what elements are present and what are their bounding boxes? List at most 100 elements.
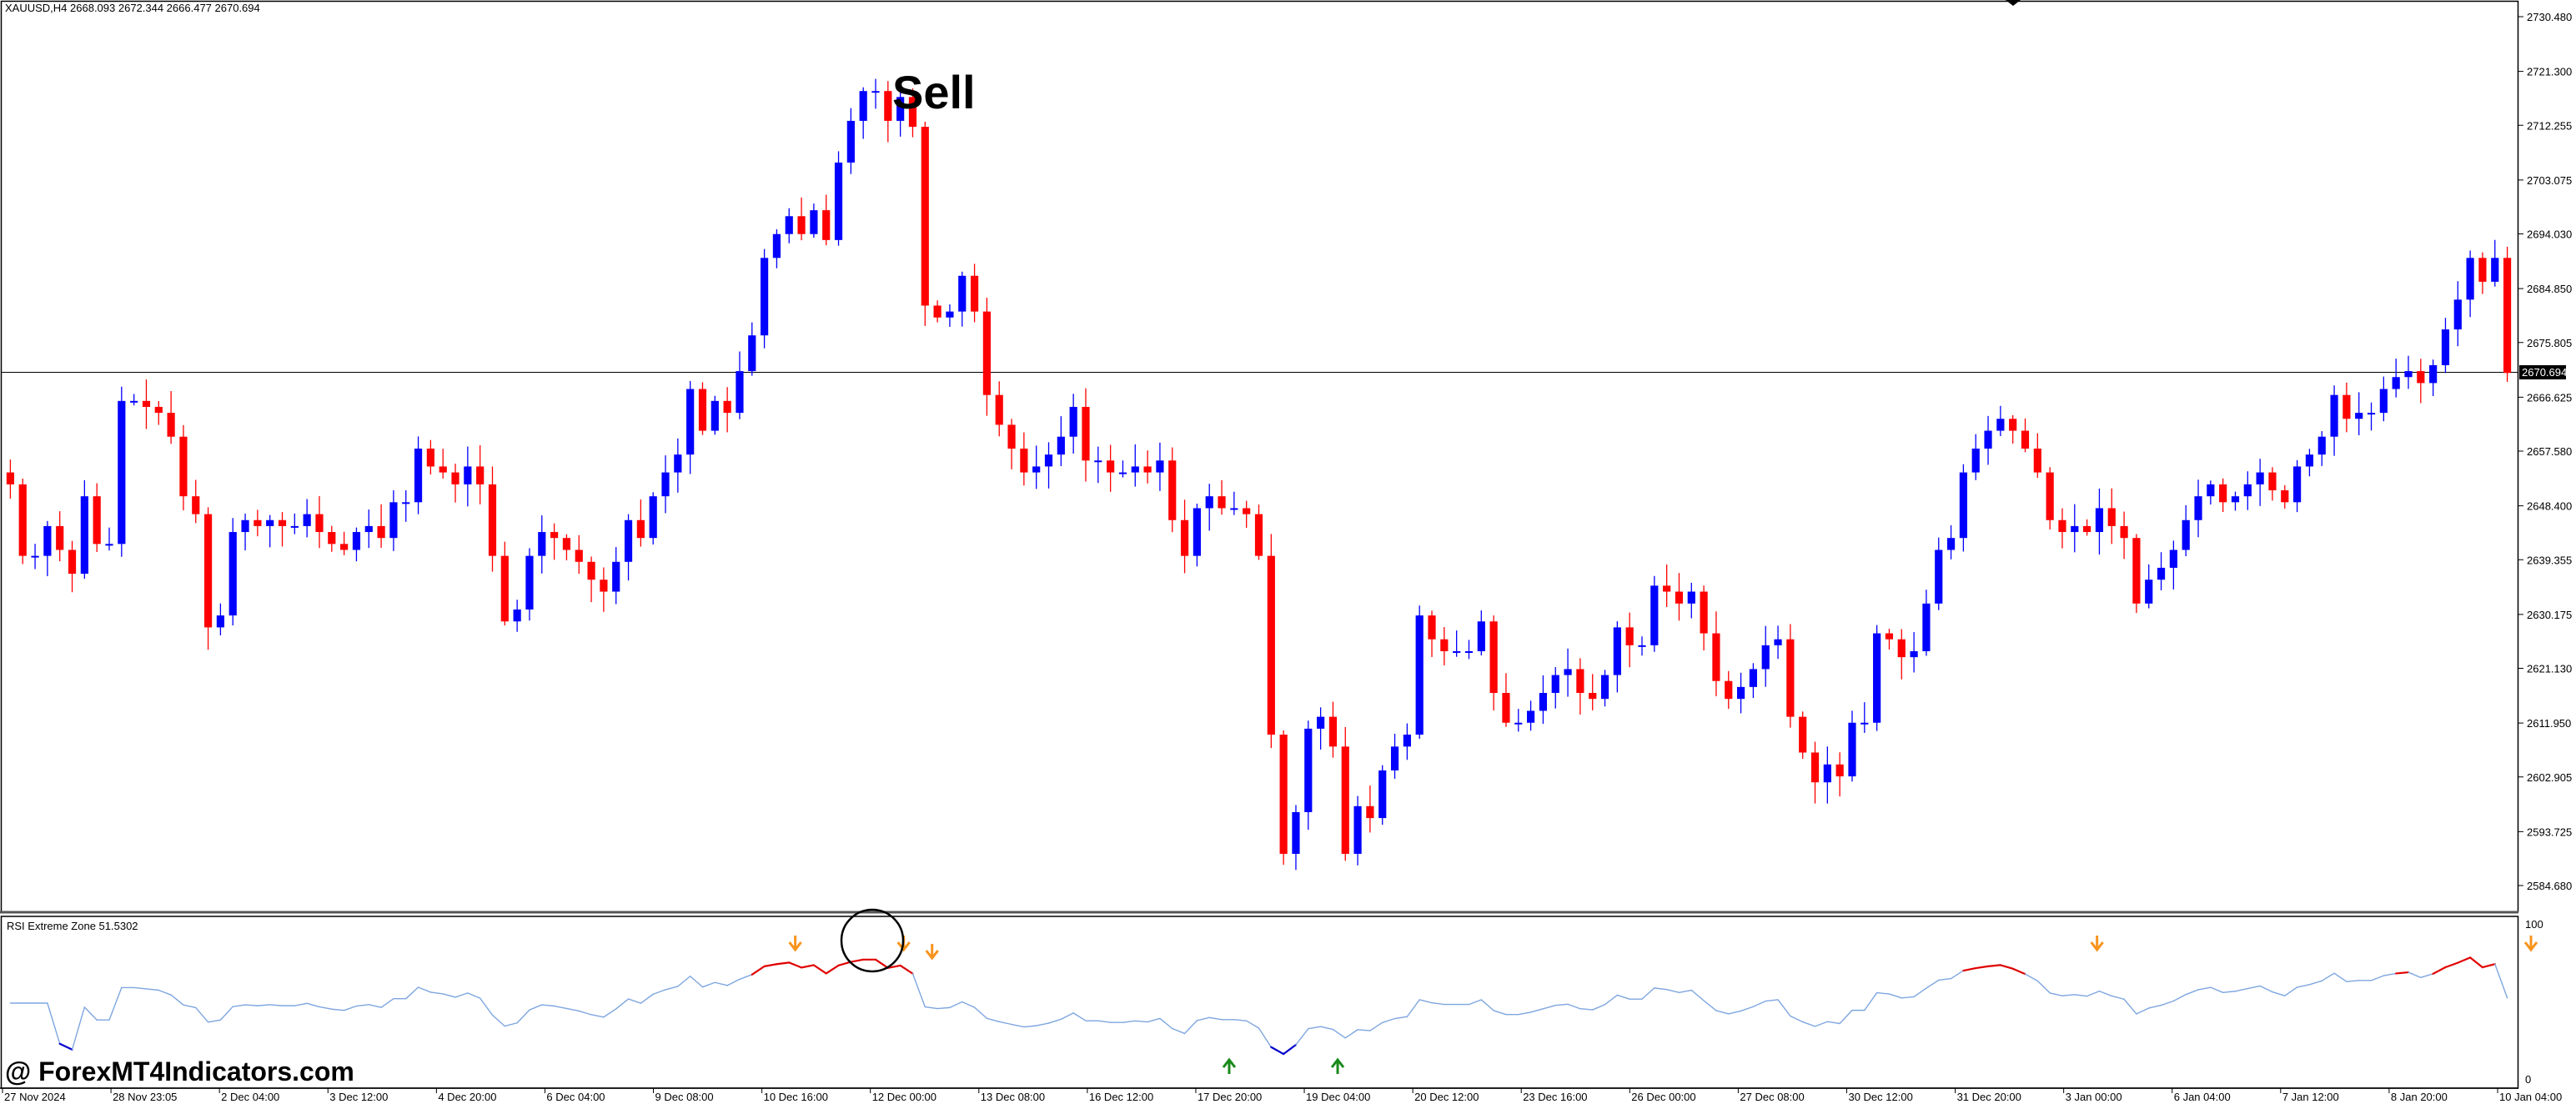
rsi-segment <box>1777 999 1791 1017</box>
bear-candle <box>1366 805 1374 819</box>
rsi-segment <box>553 1005 568 1010</box>
rsi-segment <box>1122 1020 1136 1023</box>
rsi-segment <box>2420 973 2434 979</box>
bull-candle <box>1613 627 1621 675</box>
rsi-segment <box>145 988 159 991</box>
bull-candle <box>105 544 113 546</box>
rsi-segment <box>47 1002 61 1045</box>
rsi-segment <box>2494 963 2508 999</box>
rsi-overbought-segment <box>763 963 778 967</box>
price-tick-label: 2657.580 <box>2527 445 2572 458</box>
rsi-segment <box>108 986 123 1021</box>
bull-candle <box>748 335 756 372</box>
bear-candle <box>1082 406 1090 461</box>
sell-arrow-icon <box>2523 936 2538 952</box>
rsi-overbought-segment <box>874 958 889 969</box>
rsi-segment <box>986 1017 1000 1023</box>
bear-candle <box>995 394 1003 425</box>
rsi-segment <box>590 1014 605 1018</box>
bull-candle <box>1638 645 1646 647</box>
bear-candle <box>2107 508 2116 526</box>
bull-candle <box>1193 508 1201 556</box>
bear-candle <box>1279 735 1288 854</box>
bull-candle <box>1403 735 1411 747</box>
price-tick-label: 2611.950 <box>2527 717 2571 730</box>
rsi-segment <box>158 989 172 996</box>
rsi-overbought-segment <box>2457 956 2472 964</box>
bear-candle <box>1712 633 1720 681</box>
bull-candle <box>364 525 373 533</box>
bull-candle <box>2256 472 2264 484</box>
rsi-segment <box>1258 1027 1273 1048</box>
time-tick-label: 3 Dec 12:00 <box>329 1091 388 1103</box>
rsi-segment <box>1172 1027 1186 1035</box>
bull-candle <box>1551 675 1559 694</box>
bear-candle <box>698 389 707 431</box>
bull-candle <box>1650 585 1659 645</box>
bear-candle <box>1835 764 1844 777</box>
bull-candle <box>2231 496 2240 503</box>
sell-arrow-icon <box>925 944 939 961</box>
rsi-segment <box>368 1004 382 1008</box>
rsi-segment <box>1529 1008 1544 1013</box>
bear-candle <box>488 484 497 556</box>
bear-candle <box>254 519 262 526</box>
bear-candle <box>2132 538 2141 604</box>
rsi-segment <box>454 992 469 998</box>
bear-candle <box>1440 639 1449 651</box>
bear-candle <box>1675 591 1684 604</box>
bear-candle <box>68 549 77 575</box>
bear-candle <box>575 549 583 562</box>
bear-candle <box>328 532 336 544</box>
rsi-segment <box>71 1006 86 1051</box>
rsi-segment <box>2136 1007 2150 1015</box>
rsi-overbought-segment <box>850 958 865 963</box>
bull-candle <box>2095 508 2104 533</box>
bull-candle <box>2491 258 2499 282</box>
rsi-segment <box>2308 980 2322 986</box>
rsi-segment <box>1579 1008 1594 1011</box>
rsi-segment <box>1147 1017 1161 1023</box>
bull-candle <box>241 519 249 533</box>
bear-candle <box>1267 555 1275 735</box>
rsi-segment <box>2172 993 2187 1002</box>
bull-candle <box>2194 496 2202 520</box>
price-tick-label: 2584.680 <box>2527 880 2572 892</box>
rsi-segment <box>1308 1026 1322 1030</box>
bear-candle <box>921 127 929 306</box>
rsi-overbought-segment <box>776 961 791 966</box>
rsi-segment <box>467 992 481 999</box>
time-tick-label: 31 Dec 20:00 <box>1957 1091 2021 1103</box>
rsi-segment <box>442 993 456 998</box>
rsi-overbought-segment <box>2011 967 2026 976</box>
bear-candle <box>600 580 608 592</box>
rsi-overbought-segment <box>751 965 766 976</box>
bear-candle <box>562 538 571 550</box>
rsi-segment <box>1097 1020 1112 1023</box>
bull-candle <box>1564 669 1572 675</box>
bull-candle <box>513 609 521 622</box>
bear-candle <box>439 466 447 473</box>
price-tick-label: 2593.725 <box>2527 825 2572 838</box>
rsi-segment <box>2086 990 2101 997</box>
bear-candle <box>1589 693 1597 700</box>
bear-candle <box>2009 419 2017 431</box>
candlestick-series <box>6 78 2512 871</box>
bear-candle <box>2268 472 2277 491</box>
time-tick-label: 28 Nov 23:05 <box>113 1091 177 1103</box>
bull-candle <box>2317 436 2326 455</box>
rsi-segment <box>2098 990 2112 997</box>
rsi-segment <box>911 972 926 1008</box>
time-axis: 27 Nov 2024 28 Nov 23:05 2 Dec 04:00 3 Dec … <box>2 1088 2562 1103</box>
bull-candle <box>1094 460 1102 463</box>
rsi-segment <box>1876 991 1891 995</box>
bear-candle <box>1489 621 1498 694</box>
price-tick-label: 2639.355 <box>2527 554 2572 566</box>
rsi-overbought-segment <box>2444 961 2459 969</box>
top-edge-arrow-icon <box>2006 0 2021 6</box>
rsi-segment <box>1790 1015 1804 1023</box>
bull-candle <box>1873 633 1881 723</box>
bull-candle <box>661 472 670 497</box>
time-tick-label: 6 Dec 04:00 <box>546 1091 605 1103</box>
bear-candle <box>1625 627 1634 645</box>
